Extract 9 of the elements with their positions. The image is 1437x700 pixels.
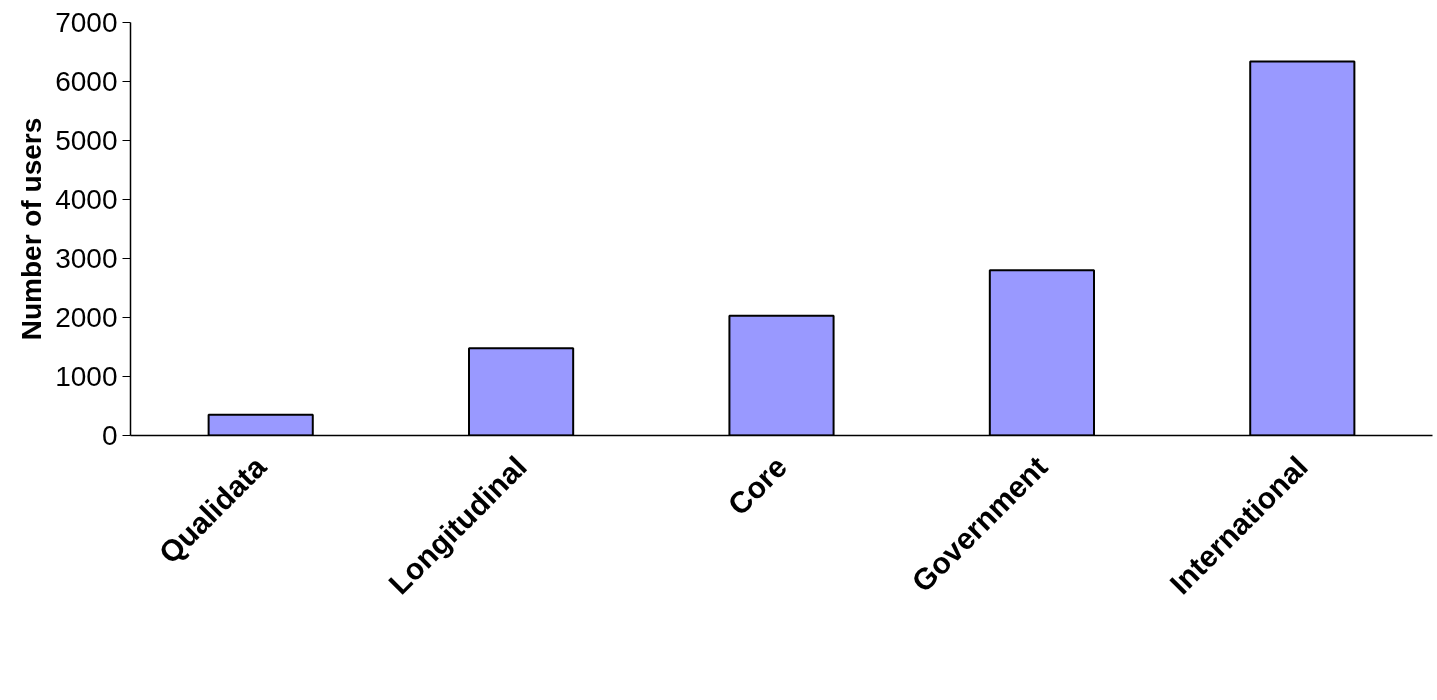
y-tick-label: 5000 (55, 125, 118, 156)
y-tick-label: 7000 (55, 7, 118, 38)
y-tick-label: 3000 (55, 243, 118, 274)
y-axis-title: Number of users (16, 117, 48, 341)
y-tick-label: 2000 (55, 302, 118, 333)
y-tick-label: 1000 (55, 361, 118, 392)
y-tick-label: 6000 (55, 66, 118, 97)
y-tick-label: 0 (101, 420, 118, 451)
y-tick-label: 4000 (55, 184, 118, 215)
